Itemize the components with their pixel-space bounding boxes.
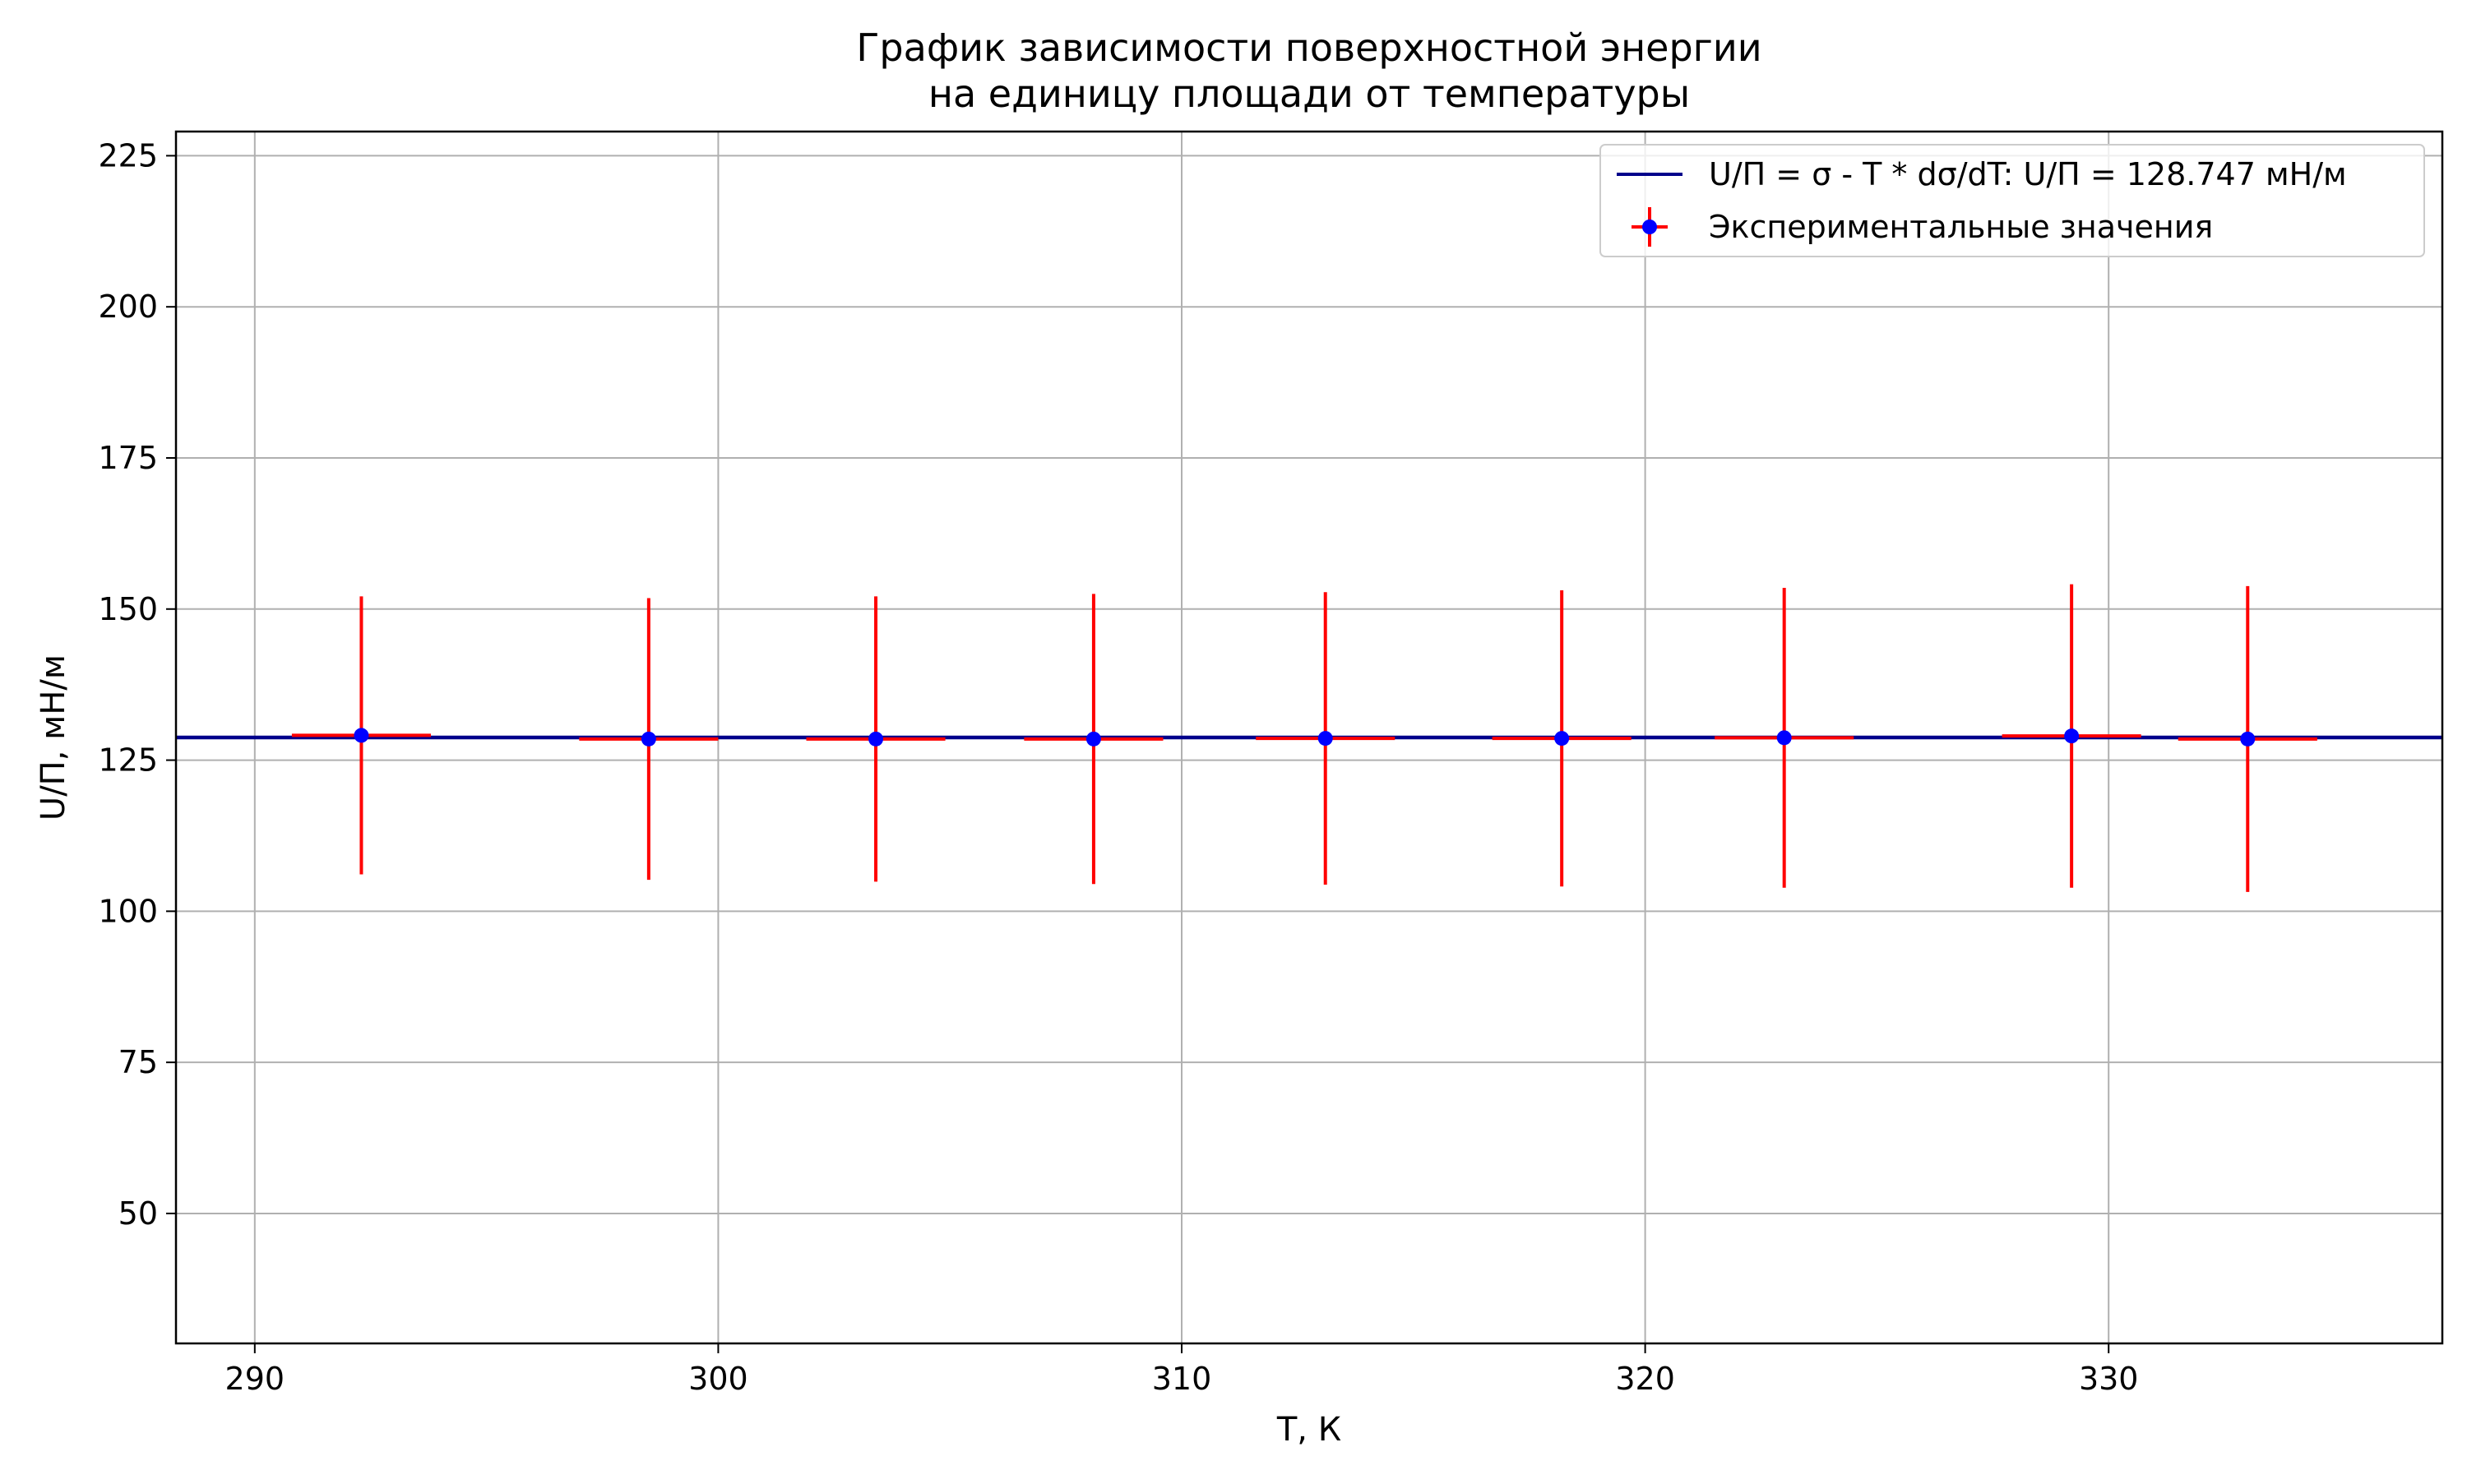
legend-series-label: Экспериментальные значения — [1709, 209, 2213, 245]
data-point-group — [1256, 592, 1395, 885]
y-tick-label: 75 — [118, 1044, 158, 1080]
plot-area — [176, 584, 2442, 892]
data-point-group — [1715, 588, 1854, 888]
y-tick-label: 100 — [98, 893, 158, 929]
x-tick-label: 300 — [688, 1361, 748, 1397]
legend-box — [1599, 144, 2425, 257]
data-point — [1554, 731, 1570, 747]
ticks: 290 300 310 320 330 50 75 100 125 150 175 200 225 — [98, 137, 2138, 1397]
data-point-group — [579, 598, 719, 881]
data-point — [1776, 730, 1792, 746]
data-point-group — [806, 596, 946, 882]
data-point — [1085, 731, 1101, 747]
data-point — [1317, 731, 1333, 747]
y-tick-label: 50 — [118, 1195, 158, 1232]
data-point — [641, 731, 656, 747]
data-point-group — [2178, 585, 2317, 892]
legend-marker-swatch — [1632, 207, 1668, 247]
y-tick-label: 150 — [98, 591, 158, 627]
x-tick-label: 290 — [225, 1361, 285, 1397]
legend-fit-line-label: U/П = σ - T * dσ/dT: U/П = 128.747 мН/м — [1709, 156, 2347, 192]
chart-title-line-1: График зависимости поверхностной энергии — [856, 25, 1761, 70]
y-axis-label: U/П, мН/м — [35, 654, 72, 821]
data-point-group — [1024, 594, 1164, 885]
data-point-group — [291, 596, 431, 875]
x-tick-label: 330 — [2079, 1361, 2139, 1397]
legend: U/П = σ - T * dσ/dT: U/П = 128.747 мН/м … — [1599, 144, 2425, 257]
x-axis-label: T, К — [1276, 1411, 1341, 1449]
chart-title-line-2: на единицу площади от температуры — [928, 72, 1690, 116]
y-tick-label: 225 — [98, 137, 158, 173]
data-point — [2240, 731, 2256, 747]
y-tick-label: 200 — [98, 289, 158, 325]
data-point — [354, 728, 369, 743]
data-point-group — [2002, 584, 2141, 888]
x-tick-label: 320 — [1615, 1361, 1675, 1397]
x-tick-label: 310 — [1152, 1361, 1212, 1397]
y-tick-label: 125 — [98, 742, 158, 779]
data-point — [868, 731, 884, 747]
data-point — [2064, 728, 2080, 744]
y-tick-label: 175 — [98, 440, 158, 476]
data-point-group — [1492, 589, 1632, 887]
axes-frame — [174, 130, 2444, 1345]
